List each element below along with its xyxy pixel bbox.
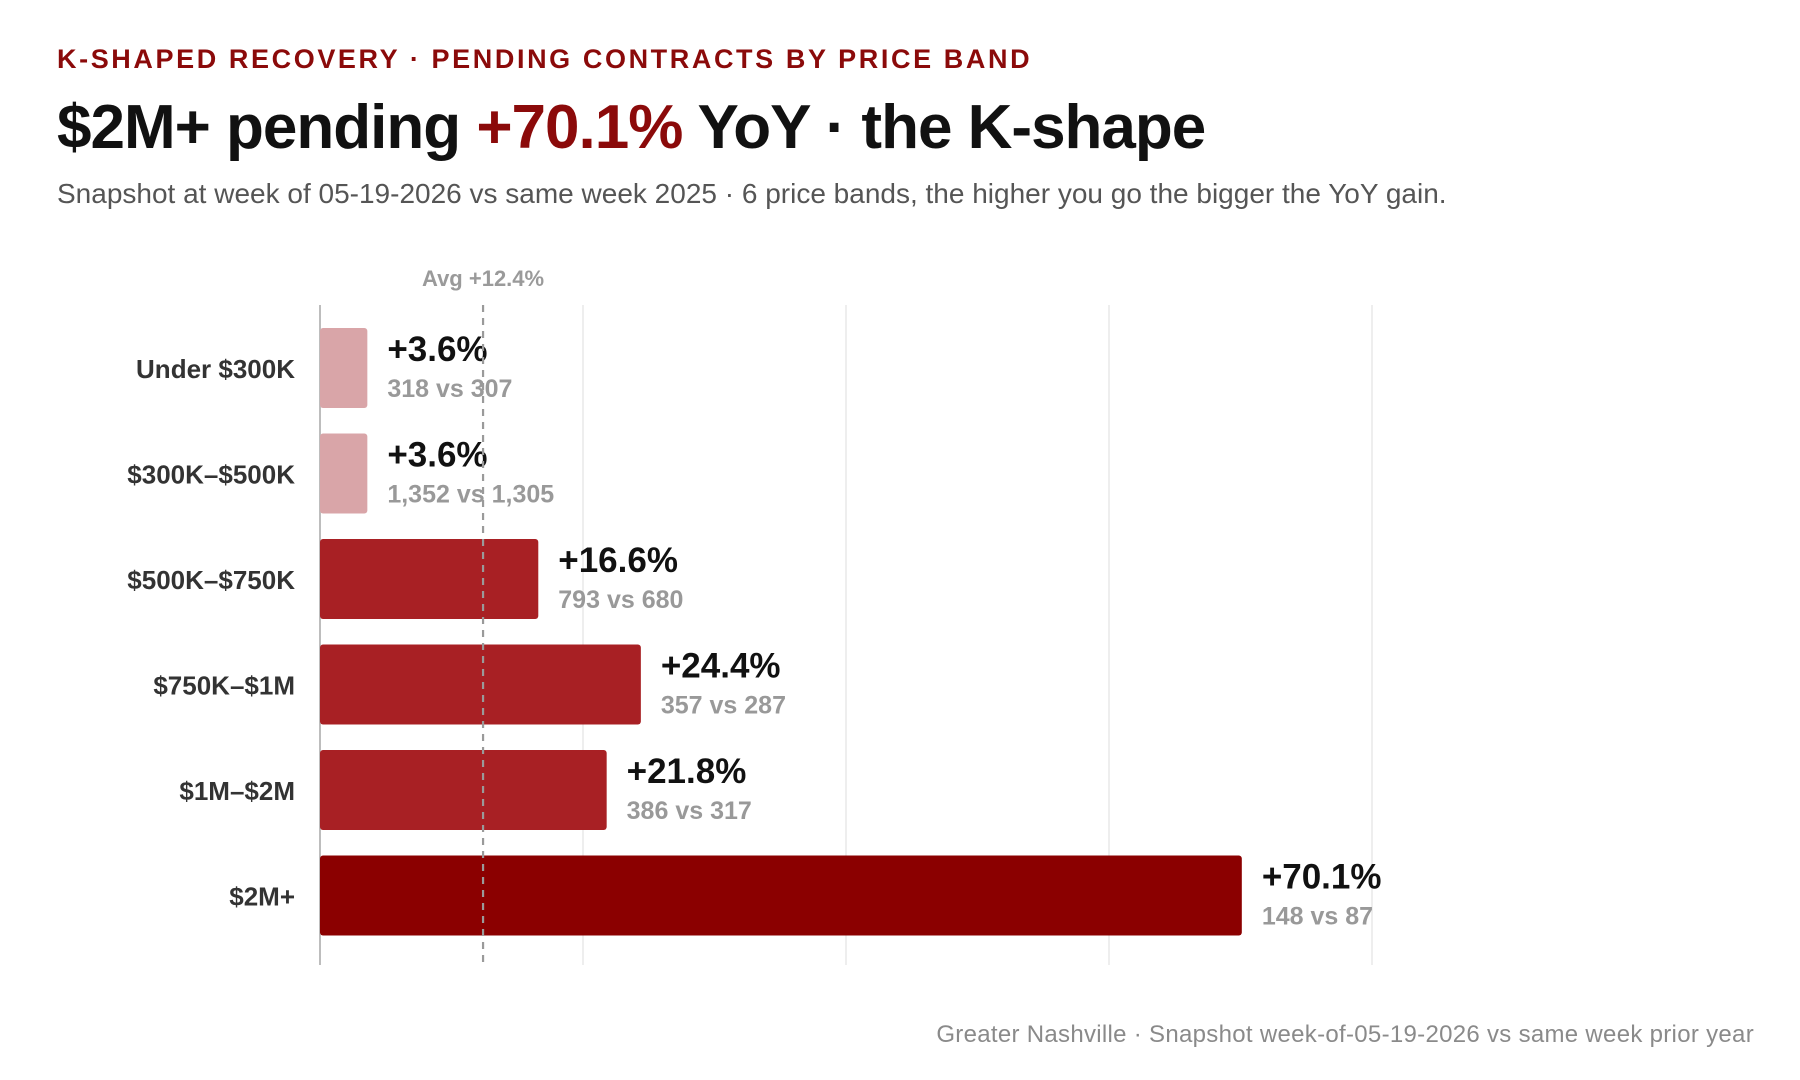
detail-label: 386 vs 317 <box>627 797 752 825</box>
bar <box>320 328 368 408</box>
category-label: $500K–$750K <box>127 565 295 595</box>
category-label: $1M–$2M <box>179 776 295 806</box>
average-label: Avg +12.4% <box>422 266 544 291</box>
bar <box>320 539 539 619</box>
value-label: +21.8% <box>627 752 747 791</box>
bar <box>320 433 368 514</box>
bar <box>320 750 607 830</box>
value-label: +70.1% <box>1262 858 1382 897</box>
bar <box>320 855 1242 936</box>
value-label: +3.6% <box>387 330 487 369</box>
chart-kicker: K-SHAPED RECOVERY · PENDING CONTRACTS BY… <box>57 44 1033 74</box>
chart-subtitle: Snapshot at week of 05-19-2026 vs same w… <box>57 178 1447 209</box>
value-label: +24.4% <box>661 647 781 686</box>
detail-label: 357 vs 287 <box>661 692 786 720</box>
value-label: +16.6% <box>558 541 678 580</box>
headline-highlight: +70.1% <box>476 93 683 162</box>
value-label: +3.6% <box>387 436 487 475</box>
detail-label: 1,352 vs 1,305 <box>387 481 554 509</box>
detail-label: 148 vs 87 <box>1262 903 1373 931</box>
chart-headline: $2M+ pending +70.1% YoY · the K‑shape <box>57 92 1206 163</box>
headline-suffix: YoY · the K‑shape <box>682 93 1206 162</box>
category-label: $2M+ <box>229 882 295 912</box>
detail-label: 793 vs 680 <box>558 586 683 614</box>
bar <box>320 644 641 725</box>
detail-label: 318 vs 307 <box>387 375 512 403</box>
category-label: Under $300K <box>136 354 295 384</box>
category-label: $300K–$500K <box>127 460 295 490</box>
chart-footer: Greater Nashville · Snapshot week-of-05-… <box>936 1021 1754 1048</box>
headline-prefix: $2M+ pending <box>57 93 477 162</box>
category-label: $750K–$1M <box>153 671 295 701</box>
